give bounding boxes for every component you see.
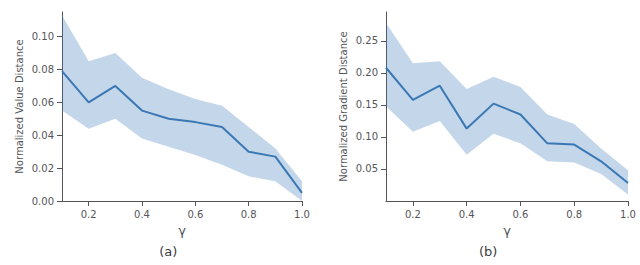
svg-text:0.10: 0.10 — [32, 31, 54, 42]
svg-text:0.2: 0.2 — [81, 209, 97, 220]
svg-text:Normalized Gradient Distance: Normalized Gradient Distance — [338, 31, 349, 181]
svg-text:0.4: 0.4 — [134, 209, 150, 220]
svg-text:Normalized Value Distance: Normalized Value Distance — [14, 39, 25, 173]
svg-text:0.00: 0.00 — [32, 196, 54, 207]
svg-text:0.05: 0.05 — [356, 163, 378, 174]
svg-text:(a): (a) — [159, 244, 177, 259]
svg-text:0.06: 0.06 — [32, 97, 54, 108]
svg-text:0.8: 0.8 — [241, 209, 257, 220]
svg-text:0.04: 0.04 — [32, 130, 54, 141]
svg-text:0.25: 0.25 — [356, 35, 378, 46]
svg-text:0.20: 0.20 — [356, 67, 378, 78]
svg-text:0.6: 0.6 — [512, 209, 528, 220]
svg-text:(b): (b) — [479, 244, 497, 259]
svg-text:0.4: 0.4 — [459, 209, 475, 220]
svg-text:1.0: 1.0 — [620, 209, 636, 220]
svg-text:γ: γ — [178, 223, 186, 238]
svg-text:0.15: 0.15 — [356, 99, 378, 110]
svg-text:0.6: 0.6 — [187, 209, 203, 220]
svg-text:0.8: 0.8 — [566, 209, 582, 220]
svg-text:0.08: 0.08 — [32, 64, 54, 75]
svg-text:0.02: 0.02 — [32, 163, 54, 174]
svg-text:γ: γ — [503, 223, 511, 238]
svg-text:0.2: 0.2 — [405, 209, 421, 220]
svg-text:0.10: 0.10 — [356, 131, 378, 142]
svg-text:1.0: 1.0 — [294, 209, 310, 220]
